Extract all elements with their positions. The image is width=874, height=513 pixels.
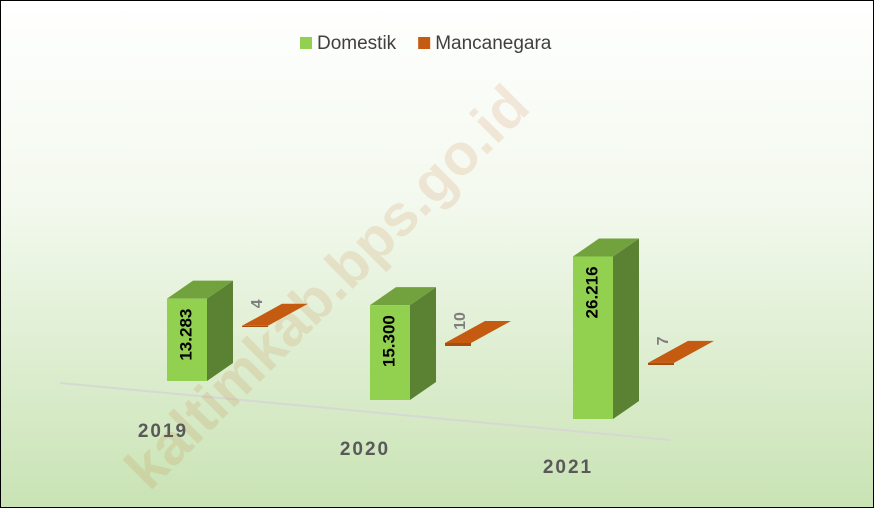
bar	[167, 280, 233, 381]
bar-top	[167, 280, 233, 299]
data-label: 10	[452, 312, 469, 330]
floor-line	[59, 382, 671, 441]
bar-side	[207, 280, 233, 381]
bar-front	[445, 343, 471, 346]
data-label: 15.300	[379, 315, 398, 367]
data-label: 4	[249, 299, 266, 308]
x-tick-label: 2021	[543, 457, 593, 478]
bar-top	[242, 303, 308, 326]
bar-front	[242, 325, 268, 327]
legend-swatch	[300, 37, 312, 49]
data-label: 13.283	[176, 309, 195, 361]
bar-top	[445, 321, 511, 343]
x-tick-label: 2020	[340, 439, 390, 460]
bar	[445, 321, 511, 346]
bar	[573, 238, 639, 419]
bar	[648, 340, 714, 365]
legend-label: Mancanegara	[435, 33, 552, 54]
x-tick-label: 2019	[138, 421, 188, 442]
bar-side	[613, 238, 639, 419]
bar-front	[167, 298, 207, 381]
legend-label: Domestik	[317, 33, 397, 54]
bar-top	[370, 287, 436, 306]
legend-swatch	[418, 37, 431, 49]
bar-top	[573, 238, 639, 257]
bar-top	[648, 340, 714, 363]
marks	[167, 238, 714, 419]
data-label: 7	[655, 336, 672, 345]
bar	[242, 303, 308, 327]
bar-front	[573, 256, 613, 419]
bar-front	[648, 362, 674, 365]
data-label: 26.216	[582, 266, 601, 318]
bar-front	[370, 305, 410, 400]
bar	[370, 287, 436, 400]
bar-side	[410, 287, 436, 400]
